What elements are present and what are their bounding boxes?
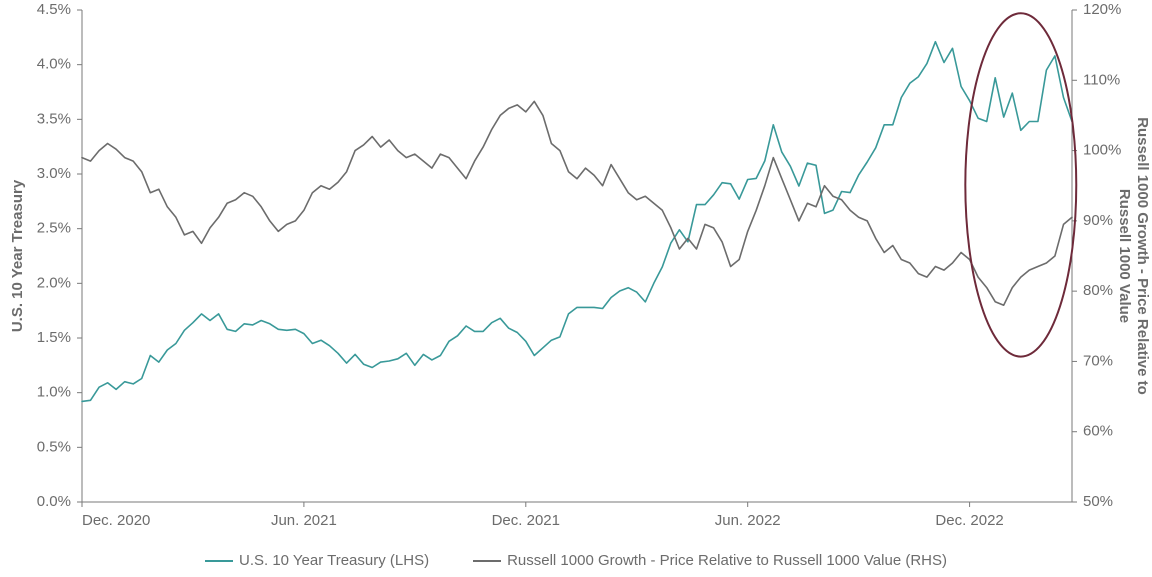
x-axis-tick-label: Dec. 2020 — [82, 512, 150, 529]
left-axis-title: U.S. 10 Year Treasury — [9, 179, 26, 332]
left-axis-tick-label: 4.5% — [37, 1, 71, 18]
right-axis-tick-label: 80% — [1083, 282, 1113, 299]
x-axis-tick-label: Jun. 2022 — [715, 512, 781, 529]
left-axis-tick-label: 0.0% — [37, 493, 71, 510]
right-axis-title-line2: Russell 1000 Value — [1116, 189, 1133, 323]
left-axis-tick-label: 3.0% — [37, 165, 71, 182]
legend-label: Russell 1000 Growth - Price Relative to … — [507, 552, 947, 569]
chart-legend: U.S. 10 Year Treasury (LHS) Russell 1000 … — [0, 552, 1152, 569]
right-axis-title-line1: Russell 1000 Growth - Price Relative to — [1134, 117, 1151, 395]
chart-container: 0.0% 0.5% 1.0% 1.5% 2.0% 2.5% 3.0% 3.5% 4.0% 4.5%… — [0, 0, 1152, 577]
right-axis-tick-label: 90% — [1083, 212, 1113, 229]
right-axis-tick-label: 110% — [1083, 71, 1120, 88]
left-axis-tick-label: 2.0% — [37, 274, 71, 291]
series-russell — [82, 101, 1072, 305]
x-axis-tick-label: Dec. 2022 — [935, 512, 1003, 529]
right-axis-tick-label: 60% — [1083, 423, 1113, 440]
left-axis-tick-label: 1.0% — [37, 384, 71, 401]
x-axis-tick-label: Jun. 2021 — [271, 512, 337, 529]
right-axis-tick-label: 50% — [1083, 493, 1113, 510]
x-axis-tick-label: Dec. 2021 — [492, 512, 560, 529]
series-treasury — [82, 42, 1072, 402]
legend-item-treasury: U.S. 10 Year Treasury (LHS) — [205, 552, 429, 569]
right-axis-tick-label: 70% — [1083, 352, 1113, 369]
legend-swatch — [473, 560, 501, 562]
left-axis-tick-label: 3.5% — [37, 110, 71, 127]
annotation-ellipse — [965, 13, 1076, 356]
left-axis-tick-label: 1.5% — [37, 329, 71, 346]
left-axis-tick-label: 2.5% — [37, 220, 71, 237]
legend-label: U.S. 10 Year Treasury (LHS) — [239, 552, 429, 569]
right-axis-tick-label: 100% — [1083, 142, 1121, 159]
left-axis-tick-label: 4.0% — [37, 56, 71, 73]
legend-item-russell: Russell 1000 Growth - Price Relative to … — [473, 552, 947, 569]
line-chart-svg: 0.0% 0.5% 1.0% 1.5% 2.0% 2.5% 3.0% 3.5% 4.0% 4.5%… — [0, 0, 1152, 577]
left-axis-tick-label: 0.5% — [37, 438, 71, 455]
right-axis-tick-label: 120% — [1083, 1, 1121, 18]
legend-swatch — [205, 560, 233, 562]
